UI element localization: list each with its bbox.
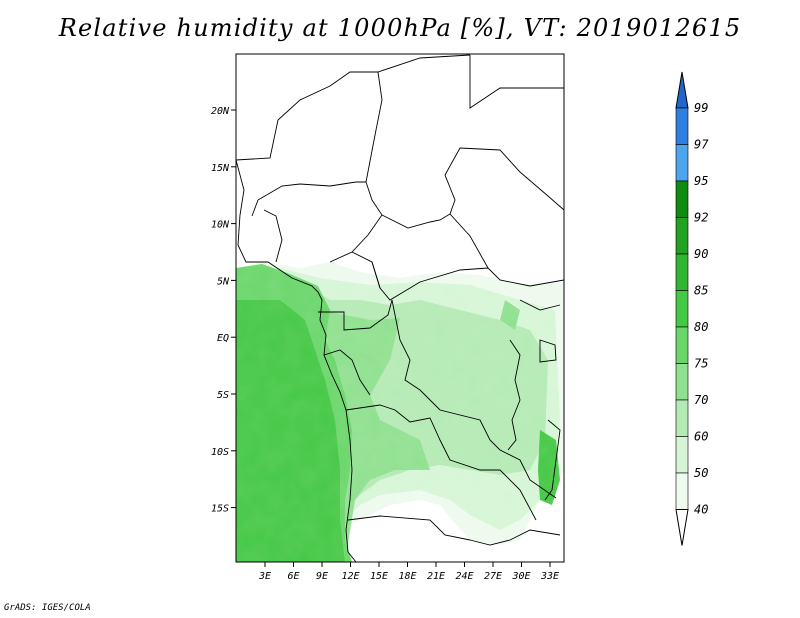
colorbar-segment: [675, 326, 689, 364]
colorbar-label: 85: [694, 284, 708, 298]
colorbar-segment: [675, 290, 689, 328]
lon-tick-label: 15E: [370, 571, 388, 582]
colorbar-label: 80: [694, 320, 708, 334]
lon-tick-label: 9E: [316, 571, 328, 582]
lon-tick-label: 18E: [398, 571, 416, 582]
colorbar-label: 97: [694, 138, 709, 152]
colorbar-segment: [675, 399, 689, 437]
colorbar-label: 92: [694, 211, 708, 225]
colorbar-segment: [675, 472, 689, 510]
lon-tick-label: 12E: [341, 571, 359, 582]
lon-tick-label: 21E: [427, 571, 445, 582]
colorbar-segment: [675, 144, 689, 182]
colorbar-segment: [675, 180, 689, 218]
lat-tick-label: 5N: [217, 276, 230, 287]
map-title: Relative humidity at 1000hPa [%], VT: 20…: [58, 14, 742, 42]
colorbar-segment: [675, 363, 689, 401]
latitude-axis: 20N 15N 10N 5N EQ 5S 10S 15S: [211, 106, 236, 515]
colorbar-label: 95: [694, 174, 708, 188]
colorbar-segment: [675, 436, 689, 474]
lon-tick-label: 24E: [455, 571, 473, 582]
colorbar-label: 99: [694, 101, 708, 115]
colorbar-segment: [675, 217, 689, 255]
lon-tick-label: 27E: [484, 571, 502, 582]
colorbar-label: 75: [694, 357, 708, 371]
lat-tick-label: 5S: [217, 390, 229, 401]
colorbar-label: 60: [694, 430, 708, 444]
colorbar-segment: [675, 253, 689, 291]
colorbar-label: 50: [694, 466, 708, 480]
lon-tick-label: 33E: [540, 571, 559, 582]
colorbar-top-triangle: [675, 71, 689, 109]
country-borders: [236, 54, 564, 562]
colorbar-label: 90: [694, 247, 708, 261]
lon-tick-label: 3E: [258, 571, 271, 582]
lat-tick-label: 15S: [211, 504, 229, 515]
lat-tick-label: EQ: [217, 333, 229, 344]
lat-tick-label: 15N: [211, 163, 230, 174]
colorbar: 99 97 95 92 90 85 80 75 70 60 50 40: [675, 71, 709, 546]
longitude-axis: 3E 6E 9E 12E 15E 18E 21E 24E 27E 30E 33E: [258, 562, 559, 582]
map-frame: [235, 53, 565, 563]
colorbar-label: 70: [694, 393, 708, 407]
lon-tick-label: 6E: [287, 571, 299, 582]
colorbar-segment: [675, 107, 689, 145]
colorbar-label: 40: [694, 503, 708, 517]
lat-tick-label: 10S: [211, 447, 229, 458]
lon-tick-label: 30E: [511, 571, 530, 582]
lat-tick-label: 20N: [211, 106, 230, 117]
grads-credit: GrADS: IGES/COLA: [4, 603, 91, 613]
colorbar-bottom-triangle: [675, 509, 689, 546]
humidity-field: [236, 54, 564, 562]
lat-tick-label: 10N: [211, 220, 230, 231]
